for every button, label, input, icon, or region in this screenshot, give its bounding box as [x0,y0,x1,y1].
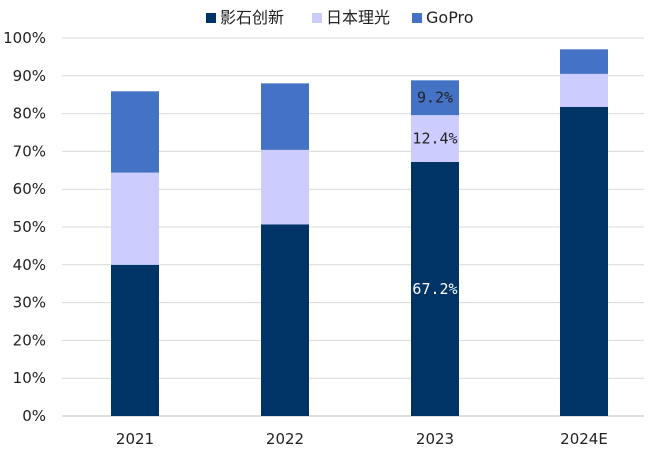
legend-swatch [312,13,322,23]
x-tick-label: 2022 [266,430,304,448]
legend-item-影石创新: 影石创新 [206,8,284,27]
legend-item-日本理光: 日本理光 [312,8,390,27]
bar-影石创新-2022 [261,224,309,416]
bar-影石创新-2023 [411,161,459,416]
bar-影石创新-2024e [560,106,608,417]
x-axis-tick-labels: 2021 2022 2023 2024E [116,430,608,448]
y-tick-label: 90% [13,67,46,85]
y-tick-label: 60% [13,180,46,198]
legend-label: 日本理光 [326,8,390,27]
bar-日本理光-2021 [111,172,159,265]
data-labels: 67.2% 12.4% 9.2% [412,89,457,298]
bar-gopro-2024e [560,49,608,74]
bar-gopro-2023 [411,80,459,116]
legend-label: 影石创新 [220,8,284,27]
legend-item-gopro: GoPro [412,8,474,27]
y-tick-label: 0% [22,407,46,425]
y-tick-label: 100% [3,29,46,47]
x-tick-label: 2023 [416,430,454,448]
y-tick-label: 70% [13,142,46,160]
legend-label: GoPro [426,8,474,27]
y-tick-label: 40% [13,256,46,274]
data-label-日本理光-2023: 12.4% [412,130,457,148]
y-tick-label: 50% [13,218,46,236]
x-tick-label: 2021 [116,430,154,448]
bar-日本理光-2023 [411,115,459,162]
bars [111,49,608,417]
x-tick-label: 2024E [560,430,608,448]
bar-影石创新-2021 [111,264,159,416]
bar-gopro-2022 [261,83,309,150]
y-axis-tick-labels: 0% 10% 20% 30% 40% 50% 60% 70% 80% 90% 100% [3,29,46,425]
bar-gopro-2021 [111,91,159,173]
data-label-gopro-2023: 9.2% [417,89,453,107]
legend-swatch [206,13,216,23]
y-tick-label: 10% [13,369,46,387]
data-label-影石创新-2023: 67.2% [412,280,457,298]
y-tick-label: 80% [13,105,46,123]
bar-日本理光-2022 [261,149,309,225]
y-tick-label: 20% [13,331,46,349]
y-tick-label: 30% [13,294,46,312]
legend-swatch [412,13,422,23]
legend: 影石创新 日本理光 GoPro [206,8,474,27]
bar-日本理光-2024e [560,73,608,107]
